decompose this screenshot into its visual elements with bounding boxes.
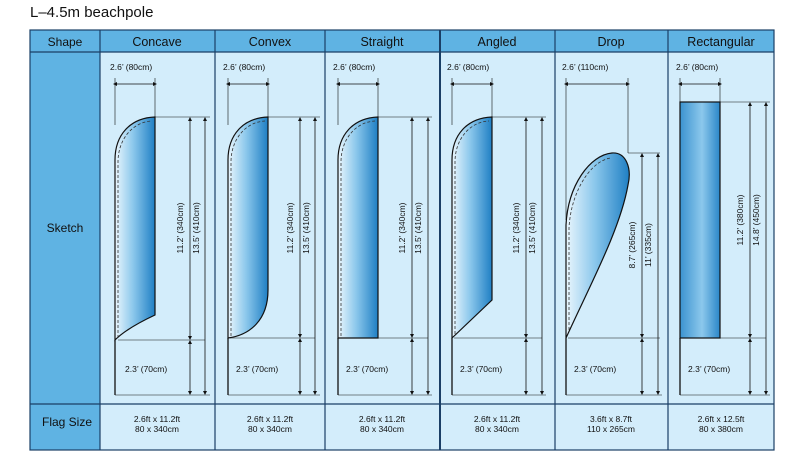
flag-shape-convex (227, 116, 269, 339)
total-label-concave: 13.5’ (410cm) (191, 202, 201, 254)
height-label-rectangular: 11.2’ (380cm) (735, 194, 745, 245)
height-label-drop: 8.7’ (265cm) (627, 221, 637, 268)
bottom-label-convex: 2.3’ (70cm) (236, 364, 278, 374)
width-label-drop: 2.6’ (110cm) (562, 62, 608, 72)
sketch-straight: 2.6’ (80cm) 11.2’ (340cm) 13.5’ (410cm) … (333, 62, 432, 396)
diagram-title: L–4.5m beachpole (30, 4, 154, 21)
width-label-straight: 2.6’ (80cm) (333, 62, 375, 72)
column-header-concave: Concave (132, 35, 181, 49)
flag-size-cm-concave: 80 x 340cm (135, 424, 179, 434)
row-label-column (30, 30, 100, 450)
row-label-flag-size: Flag Size (42, 415, 92, 429)
flag-shape-drop (565, 152, 630, 339)
bottom-label-concave: 2.3’ (70cm) (125, 364, 167, 374)
flag-size-cm-convex: 80 x 340cm (248, 424, 292, 434)
column-header-convex: Convex (249, 35, 292, 49)
sketch-angled: 2.6’ (80cm) 11.2’ (340cm) 13.5’ (410cm) … (447, 62, 546, 396)
header-row (30, 30, 774, 52)
bottom-label-straight: 2.3’ (70cm) (346, 364, 388, 374)
bottom-label-rectangular: 2.3’ (70cm) (688, 364, 730, 374)
flag-size-cm-angled: 80 x 340cm (475, 424, 519, 434)
flag-size-ft-angled: 2.6ft x 11.2ft (474, 414, 521, 424)
flag-sizes: 2.6ft x 11.2ft 80 x 340cm 2.6ft x 11.2ft… (134, 414, 745, 434)
row-label-sketch: Sketch (47, 221, 84, 235)
flag-shape-angled (451, 116, 493, 340)
total-label-straight: 13.5’ (410cm) (413, 202, 423, 254)
sketch-drop: 2.6’ (110cm) 8.7’ (265cm) 11’ (335cm) 2.… (562, 62, 662, 396)
column-header-rectangular: Rectangular (687, 35, 754, 49)
sketch-rectangular: 2.6’ (80cm) 11.2’ (380cm) 14.8’ (450cm) … (676, 62, 770, 396)
sketch-convex: 2.6’ (80cm) 11.2’ (340cm) 13.5’ (410cm) … (223, 62, 320, 396)
column-header-straight: Straight (360, 35, 404, 49)
flag-size-cm-straight: 80 x 340cm (360, 424, 404, 434)
total-label-angled: 13.5’ (410cm) (527, 202, 537, 254)
height-label-angled: 11.2’ (340cm) (511, 202, 521, 253)
flag-shape-straight (337, 116, 379, 339)
bottom-label-angled: 2.3’ (70cm) (460, 364, 502, 374)
height-label-concave: 11.2’ (340cm) (175, 202, 185, 253)
flag-size-ft-convex: 2.6ft x 11.2ft (247, 414, 294, 424)
flag-shape-concave (114, 116, 156, 342)
flag-size-ft-rectangular: 2.6ft x 12.5ft (698, 414, 745, 424)
flag-size-ft-concave: 2.6ft x 11.2ft (134, 414, 181, 424)
column-header-drop: Drop (597, 35, 624, 49)
flag-size-cm-rectangular: 80 x 380cm (699, 424, 743, 434)
flag-size-row (100, 404, 774, 450)
flag-shape-rectangular (679, 101, 721, 339)
height-label-straight: 11.2’ (340cm) (397, 202, 407, 253)
width-label-convex: 2.6’ (80cm) (223, 62, 265, 72)
flag-size-ft-straight: 2.6ft x 11.2ft (359, 414, 406, 424)
flag-size-ft-drop: 3.6ft x 8.7ft (590, 414, 633, 424)
table-grid (29, 29, 775, 451)
bottom-label-drop: 2.3’ (70cm) (574, 364, 616, 374)
sketch-concave: 2.6’ (80cm) 11.2’ (340cm) 13.5’ (410cm) … (110, 62, 210, 396)
row-label-shape: Shape (48, 35, 83, 49)
column-header-angled: Angled (478, 35, 517, 49)
width-label-concave: 2.6’ (80cm) (110, 62, 152, 72)
total-label-rectangular: 14.8’ (450cm) (751, 194, 761, 246)
width-label-angled: 2.6’ (80cm) (447, 62, 489, 72)
total-label-drop: 11’ (335cm) (643, 223, 653, 267)
height-label-convex: 11.2’ (340cm) (285, 202, 295, 253)
total-label-convex: 13.5’ (410cm) (301, 202, 311, 254)
width-label-rectangular: 2.6’ (80cm) (676, 62, 718, 72)
flag-size-cm-drop: 110 x 265cm (587, 424, 635, 434)
